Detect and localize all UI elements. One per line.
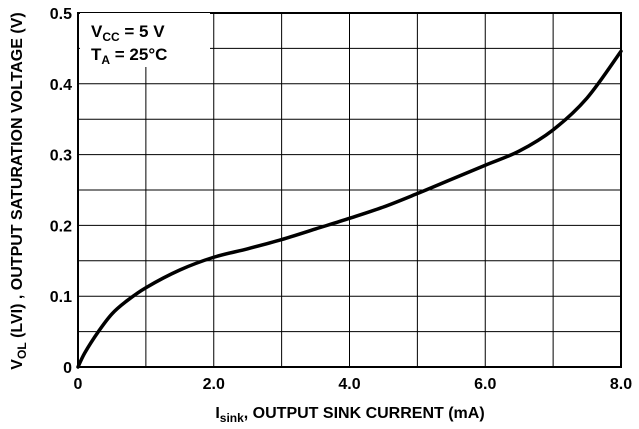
y-tick-label: 0 — [63, 360, 72, 377]
y-tick-label: 0.4 — [50, 77, 72, 94]
y-axis-label: VOL (LVI) , OUTPUT SATURATION VOLTAGE (V… — [9, 12, 29, 369]
x-axis-label: Isink, OUTPUT SINK CURRENT (mA) — [215, 405, 484, 425]
condition-ta: TA = 25°C — [91, 45, 167, 67]
conditions-box — [80, 13, 210, 67]
condition-vcc: VCC = 5 V — [91, 22, 165, 44]
y-tick-label: 0.2 — [50, 218, 72, 235]
x-ticks: 0 2.0 4.0 6.0 8.0 — [74, 376, 633, 393]
x-tick-label: 4.0 — [338, 376, 360, 393]
series-group — [76, 49, 623, 369]
x-tick-label: 2.0 — [203, 376, 225, 393]
x-tick-label: 8.0 — [610, 376, 632, 393]
grid — [77, 12, 622, 368]
x-tick-label: 0 — [74, 376, 83, 393]
y-ticks: 0 0.1 0.2 0.3 0.4 0.5 — [50, 6, 72, 377]
plot-border — [77, 12, 622, 368]
x-tick-label: 6.0 — [474, 376, 496, 393]
y-tick-label: 0.1 — [50, 289, 72, 306]
y-tick-label: 0.3 — [50, 148, 72, 165]
series-line — [76, 49, 623, 369]
y-tick-label: 0.5 — [50, 6, 72, 23]
plot-frame — [77, 12, 622, 368]
